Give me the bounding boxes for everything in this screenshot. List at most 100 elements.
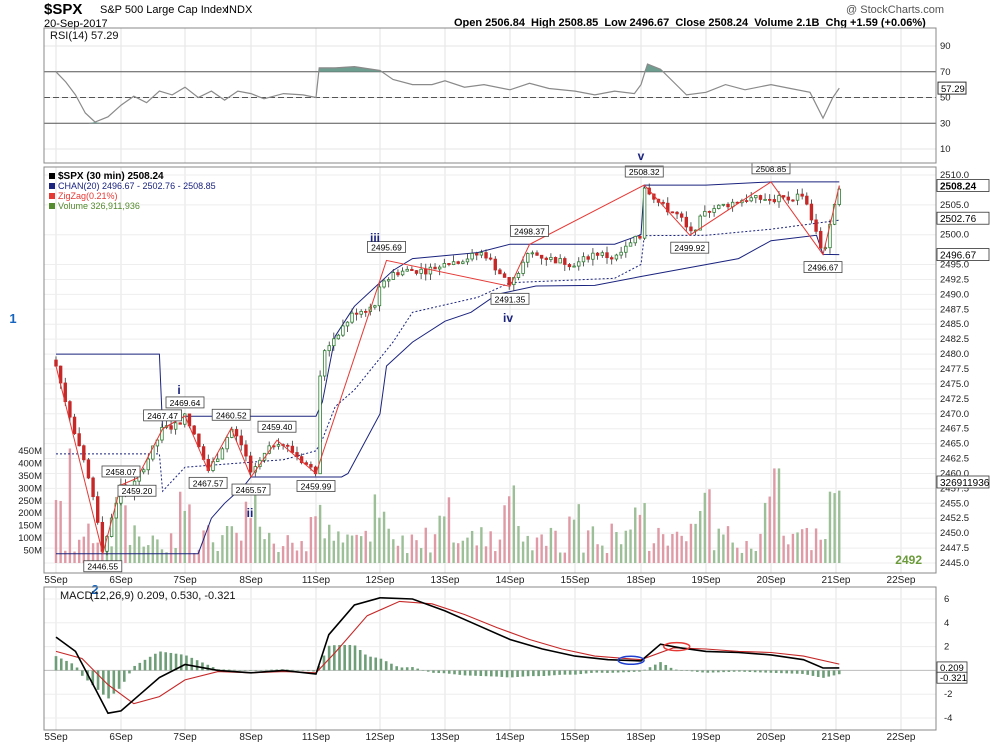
volume-bar xyxy=(791,533,795,563)
macd-value-text: 0.209 xyxy=(940,663,964,674)
macd-histogram-bar xyxy=(590,670,593,673)
candle-body xyxy=(414,270,419,274)
volume-bar xyxy=(314,516,317,563)
macd-histogram-bar xyxy=(696,670,699,672)
macd-histogram-bar xyxy=(364,654,367,671)
volume-bar xyxy=(359,536,363,563)
date-label: 7Sep xyxy=(173,575,197,586)
channel-upper xyxy=(56,181,840,430)
volume-bar xyxy=(137,536,141,563)
volume-bar xyxy=(82,536,86,563)
candle-body xyxy=(428,266,433,275)
price-callout-text: 2499.92 xyxy=(674,243,705,253)
volume-bar xyxy=(671,534,674,563)
volume-bar xyxy=(461,540,465,563)
candle-body xyxy=(82,445,86,461)
price-callout-box xyxy=(231,483,271,496)
rsi-tick-label: 50 xyxy=(940,93,951,104)
exchange-label: INDX xyxy=(226,4,253,16)
date-label: 8Sep xyxy=(239,732,263,743)
candle-body xyxy=(498,269,502,275)
corner-price-label: 2492 xyxy=(895,553,922,567)
macd-histogram-bar xyxy=(685,670,689,671)
chart-date: 20-Sep-2017 xyxy=(44,18,108,30)
candle-body xyxy=(332,338,336,347)
volume-bar xyxy=(601,545,604,563)
wave-label: v xyxy=(638,149,645,163)
volume-bar xyxy=(657,527,660,563)
volume-tick-label: 300M xyxy=(18,483,42,494)
macd-histogram-bar xyxy=(837,670,841,675)
candle-body xyxy=(553,257,558,264)
price-tick-label: 2462.5 xyxy=(940,454,969,465)
date-label: 22Sep xyxy=(887,575,916,586)
price-callout-box xyxy=(510,225,549,237)
panel-frame-2 xyxy=(43,586,937,731)
macd-histogram-bar xyxy=(426,670,430,672)
volume-bar xyxy=(782,535,785,563)
candle-body xyxy=(819,230,823,249)
candle-body xyxy=(502,273,507,278)
macd-histogram-bar xyxy=(511,670,514,678)
candle-body xyxy=(318,375,322,475)
volume-bar xyxy=(387,528,390,563)
volume-bar xyxy=(309,517,313,563)
price-callout-box xyxy=(211,408,251,421)
macd-histogram-bar xyxy=(143,659,147,671)
volume-bar xyxy=(341,542,345,563)
volume-bar xyxy=(160,549,164,563)
zigzag-line xyxy=(55,181,840,554)
candle-body xyxy=(359,310,363,315)
volume-bar xyxy=(401,535,404,563)
candle-body xyxy=(586,256,590,260)
chart-header: $SPX S&P 500 Large Cap Index INDX 20-Sep… xyxy=(44,1,944,31)
price-callout-box xyxy=(367,241,406,253)
candle-body xyxy=(475,253,479,256)
candle-body xyxy=(721,203,726,206)
macd-histogram-bar xyxy=(537,670,540,677)
candle-body xyxy=(758,195,763,200)
price-callout-box xyxy=(117,484,157,497)
rsi-panel xyxy=(55,63,840,124)
date-label: 11Sep xyxy=(302,732,331,743)
channel-middle xyxy=(56,219,840,493)
price-callout-text: 2508.32 xyxy=(629,167,660,177)
volume-bar xyxy=(648,550,651,563)
macd-histogram-bar xyxy=(54,656,58,671)
macd-histogram-bar xyxy=(764,670,767,673)
candle-body xyxy=(800,193,804,197)
macd-histogram-bar xyxy=(405,667,409,671)
price-tick-label: 2457.5 xyxy=(940,483,969,494)
date-label: 20Sep xyxy=(757,732,786,743)
legend-entry: CHAN(20) 2496.67 - 2502.76 - 2508.85 xyxy=(58,181,216,191)
candle-body xyxy=(295,452,299,458)
macd-histogram-bar xyxy=(753,670,757,673)
macd-histogram-bar xyxy=(627,670,631,673)
macd-histogram-bar xyxy=(547,670,551,676)
volume-bar xyxy=(805,527,809,563)
candle-body xyxy=(465,258,470,263)
volume-bar xyxy=(249,518,252,563)
macd-histogram-bar xyxy=(122,670,126,682)
candle-body xyxy=(327,345,331,352)
candle-body xyxy=(350,312,354,323)
price-tick-label: 2465.0 xyxy=(940,439,969,450)
volume-bar xyxy=(179,491,182,563)
volume-bar xyxy=(244,501,248,563)
volume-bar xyxy=(708,489,711,563)
date-label: 19Sep xyxy=(692,732,721,743)
volume-bar xyxy=(318,504,322,563)
macd-histogram-bar xyxy=(259,670,263,671)
volume-bar xyxy=(759,533,762,563)
date-label: 14Sep xyxy=(496,732,525,743)
volume-bar xyxy=(554,530,557,563)
macd-histogram-bar xyxy=(190,657,194,671)
candle-body xyxy=(684,216,689,228)
price-callout-text: 2459.99 xyxy=(301,482,332,492)
candle-body xyxy=(234,429,239,437)
ohlc-summary: Open 2506.84 High 2508.85 Low 2496.67 Cl… xyxy=(454,17,926,29)
macd-histogram-bar xyxy=(500,670,504,677)
volume-bar xyxy=(328,524,331,563)
volume-bar xyxy=(378,517,381,563)
macd-histogram-bar xyxy=(374,657,378,671)
